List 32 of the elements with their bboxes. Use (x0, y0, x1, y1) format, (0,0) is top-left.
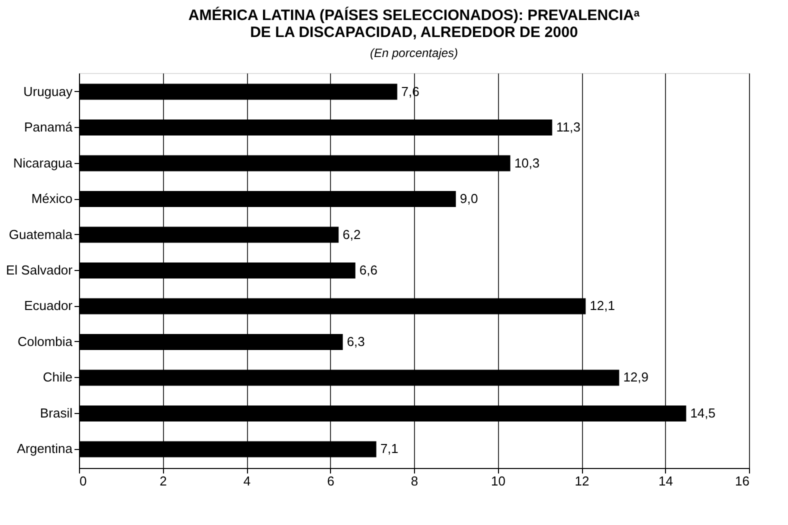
x-tick-label: 10 (491, 474, 506, 488)
x-tick-label: 0 (80, 474, 87, 488)
x-tick-label: 12 (574, 474, 590, 488)
y-tick-label: Uruguay (23, 84, 73, 99)
y-tick-label: El Salvador (6, 262, 74, 278)
y-tick-label: Nicaragua (13, 155, 74, 170)
data-label: 12,1 (590, 298, 615, 314)
data-label: 7,1 (380, 441, 398, 456)
x-tick-label: 14 (658, 474, 673, 488)
data-label: 9,0 (460, 191, 478, 206)
data-label: 14,5 (690, 405, 716, 420)
y-tick-label: México (31, 191, 72, 206)
y-tick-label: Panamá (24, 120, 74, 135)
y-tick-label: Colombia (18, 334, 74, 349)
data-label: 12,9 (623, 370, 648, 385)
y-tick-label: Brasil (40, 405, 73, 420)
x-tick-label: 16 (735, 474, 750, 488)
y-tick-label: Argentina (16, 441, 74, 456)
y-tick-label: Chile (42, 370, 72, 385)
x-tick-label: 6 (327, 474, 334, 488)
x-tick-label: 8 (410, 474, 418, 488)
chart-title: AMÉRICA LATINA (PAÍSES SELECCIONADOS): PREVALENCIAᵃ DE LA DISCAPACIDAD, ALREDEDOR DE 2000 (188, 6, 640, 41)
chart-subtitle: (En porcentajes) (370, 46, 458, 60)
data-label: 6,6 (359, 262, 378, 278)
data-label: 10,3 (514, 155, 540, 170)
data-label: 11,3 (556, 120, 581, 135)
x-tick-label: 4 (243, 474, 251, 488)
y-tick-label: Guatemala (8, 226, 74, 242)
x-tick-label: 2 (160, 474, 167, 488)
data-label: 6,3 (346, 334, 365, 349)
data-label: 6,2 (342, 226, 361, 242)
y-tick-label: Ecuador (24, 298, 74, 314)
